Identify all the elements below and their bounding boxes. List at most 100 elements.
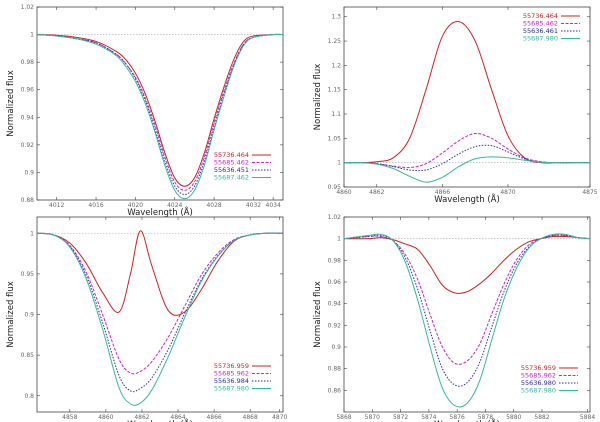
y-tick-label: 1	[30, 32, 34, 39]
x-tick-label: 5868	[336, 414, 351, 421]
y-tick-label: 0.86	[328, 387, 342, 394]
y-tick-label: 0.8	[24, 393, 34, 400]
legend-label: 55736.464	[523, 12, 558, 20]
y-axis-label: Normalized flux	[6, 70, 16, 137]
series-line-55685-462	[36, 33, 284, 191]
x-tick-label: 4870	[500, 189, 515, 196]
y-tick-label: 0.98	[328, 257, 342, 264]
plot-frame	[343, 216, 591, 413]
y-tick-label: 0.95	[21, 271, 35, 278]
x-tick-label: 5874	[421, 414, 436, 421]
x-tick-label: 5878	[478, 414, 493, 421]
y-tick-label: 0.92	[21, 142, 35, 149]
x-tick-label: 4858	[62, 414, 77, 421]
series-line-55687-980	[36, 232, 284, 406]
series-line-55636-461	[343, 144, 590, 172]
legend-label: 55636.980	[521, 379, 556, 387]
y-tick-label: 1.3	[331, 14, 341, 21]
x-tick-label: 5884	[580, 414, 595, 421]
legend-label: 55685.462	[214, 159, 249, 167]
y-tick-label: 0.94	[21, 114, 35, 121]
legend-label: 55687.980	[214, 385, 249, 393]
y-tick-label: 1	[30, 230, 34, 237]
x-tick-label: 4016	[88, 202, 103, 209]
x-axis-label: Wavelength (Å)	[434, 418, 500, 422]
plot-frame	[36, 6, 284, 201]
y-tick-label: 0.85	[21, 352, 35, 359]
legend-label: 55736.959	[214, 362, 249, 370]
x-tick-label: 4032	[246, 202, 261, 209]
x-tick-label: 4028	[206, 202, 221, 209]
y-tick-label: 1.25	[328, 38, 342, 45]
legend-label: 55636.461	[523, 27, 558, 35]
x-axis-label: Wavelength (Å)	[434, 193, 500, 205]
x-tick-label: 4864	[170, 414, 185, 421]
series-line-55736-464	[36, 33, 284, 187]
legend-label: 55685.962	[521, 372, 556, 380]
x-tick-label: 4024	[167, 202, 182, 209]
legend-label: 55687.980	[521, 387, 556, 395]
y-tick-label: 0.94	[328, 301, 342, 308]
y-tick-label: 1.05	[328, 135, 342, 142]
y-tick-label: 1.2	[331, 62, 341, 69]
y-tick-label: 1	[337, 160, 341, 167]
y-tick-label: 1.15	[328, 87, 342, 94]
top-left-panel: 4012 4016 4020 4024 4028 4032 4034 1.02 1 0.98 0.9…	[6, 4, 284, 218]
y-tick-label: 0.9	[24, 312, 34, 319]
series-line-55736-464	[343, 21, 590, 164]
x-tick-label: 4866	[206, 414, 221, 421]
series-line-55736-959	[36, 230, 284, 316]
x-axis-label: Wavelength (Å)	[127, 206, 193, 218]
x-tick-label: 4875	[582, 189, 597, 196]
legend-label: 55685.462	[523, 20, 558, 28]
x-tick-label: 5876	[450, 414, 465, 421]
plot-frame	[343, 6, 591, 188]
legend-label: 55636.984	[214, 377, 249, 385]
series-line-55685-962	[343, 234, 591, 365]
top-right-panel: 4860 4862 4866 4870 4875 1.3 1.25 1.2 1.15 1.1 1.0…	[313, 6, 598, 205]
x-tick-label: 4862	[134, 414, 149, 421]
y-tick-label: 0.9	[331, 344, 341, 351]
series-line-55687-462	[36, 33, 284, 200]
y-tick-label: 0.98	[21, 59, 35, 66]
x-tick-label: 4868	[243, 414, 258, 421]
y-axis-label: Normalized flux	[313, 64, 323, 131]
x-tick-label: 5872	[393, 414, 408, 421]
x-tick-label: 4862	[369, 189, 384, 196]
x-tick-label: 4860	[336, 189, 351, 196]
x-tick-label: 4866	[435, 189, 450, 196]
x-tick-label: 5880	[506, 414, 521, 421]
y-axis-label: Normalized flux	[313, 281, 323, 348]
y-tick-label: 0.95	[328, 184, 342, 191]
bottom-right-panel: 5868 5870 5872 5874 5876 5878 5880 5882 5884 1.02…	[313, 214, 595, 422]
series-line-55687-980	[343, 156, 590, 183]
legend-label: 55687.462	[214, 174, 249, 182]
bottom-left-panel: 4858 4860 4862 4864 4866 4868 487010.950.90.85…	[6, 216, 288, 422]
x-tick-label: 4012	[49, 202, 64, 209]
y-tick-label: 0.96	[328, 279, 342, 286]
y-tick-label: 0.92	[328, 322, 342, 329]
y-tick-label: 1.1	[331, 111, 341, 118]
x-tick-label: 4860	[98, 414, 113, 421]
y-tick-label: 0.88	[328, 366, 342, 373]
legend-label: 55736.464	[214, 151, 249, 159]
y-axis-label: Normalized flux	[6, 281, 16, 348]
series-line-55736-959	[343, 235, 591, 294]
legend-label: 55685.962	[214, 370, 249, 378]
y-tick-label: 1.02	[328, 214, 342, 221]
legend-label: 55736.959	[521, 364, 556, 372]
series-line-55685-962	[36, 232, 284, 375]
x-tick-label: 5870	[365, 414, 380, 421]
x-axis-label: Wavelength (Å)	[127, 418, 193, 422]
x-tick-label: 4870	[272, 414, 287, 421]
series-line-55687-980	[343, 233, 591, 408]
legend-label: 55687.980	[523, 35, 558, 43]
x-tick-label: 5882	[534, 414, 549, 421]
y-tick-label: 0.88	[21, 197, 35, 204]
x-tick-label: 4020	[128, 202, 143, 209]
y-tick-label: 0.96	[21, 87, 35, 94]
series-line-55636-451	[36, 33, 284, 195]
legend-label: 55636.451	[214, 166, 249, 174]
x-tick-label: 4034	[266, 202, 281, 209]
